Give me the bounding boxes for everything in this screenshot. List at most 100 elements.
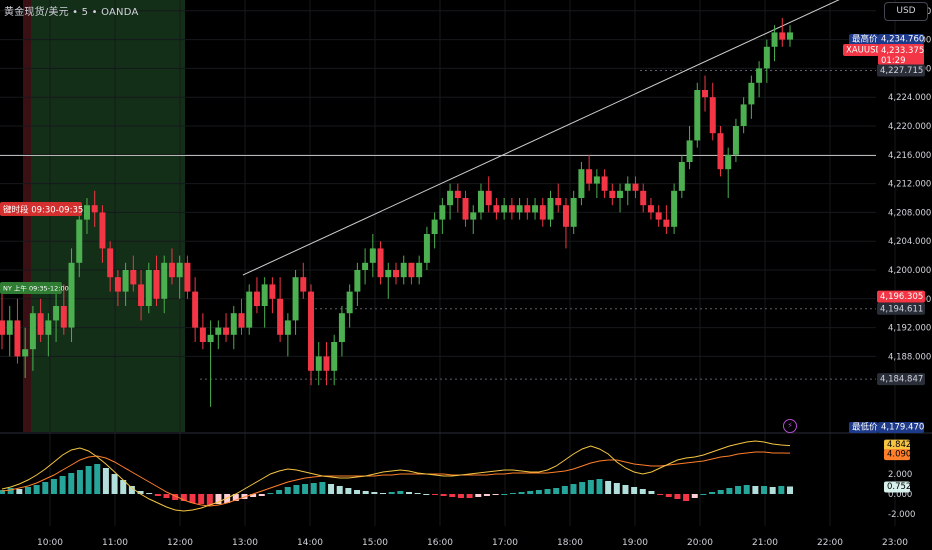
- candle-down: [508, 205, 515, 213]
- histogram-bar: [154, 494, 161, 496]
- candle-up: [477, 190, 484, 213]
- candle-up: [315, 356, 322, 371]
- price-axis-label: 4,216.000: [888, 151, 931, 161]
- histogram-bar: [561, 486, 568, 494]
- histogram-bar: [189, 494, 196, 503]
- candle-up: [385, 270, 392, 278]
- candle-down: [562, 205, 569, 227]
- histogram-bar: [622, 485, 629, 494]
- histogram-bar: [553, 488, 560, 494]
- candle-up: [400, 262, 407, 278]
- candle-up: [284, 320, 291, 335]
- macd-badge: 4.842: [887, 440, 911, 450]
- interval-label: 5: [81, 7, 89, 18]
- histogram-bar: [371, 492, 378, 494]
- candle-down: [717, 133, 724, 170]
- candle-down: [269, 284, 276, 299]
- price-axis-label: 4,220.000: [888, 122, 931, 132]
- histogram-bar: [24, 487, 31, 494]
- candle-down: [586, 169, 593, 184]
- candle-down: [0, 320, 5, 335]
- candle-down: [408, 262, 415, 278]
- candle-up: [338, 313, 345, 342]
- time-axis-label: 20:00: [687, 538, 713, 548]
- candle-down: [91, 205, 98, 213]
- candle-up: [593, 176, 600, 184]
- level-badge-low-bg: [877, 373, 925, 386]
- time-axis-label: 19:00: [622, 538, 648, 548]
- last-price: 4,233.375: [881, 46, 924, 56]
- indicator-axis-label: 0.000: [888, 490, 912, 500]
- candle-up: [732, 126, 739, 155]
- high-label-bg: [849, 34, 878, 45]
- price-axis-label: 4,224.000: [888, 93, 931, 103]
- histogram-bar: [657, 494, 664, 495]
- histogram-bar: [111, 474, 118, 494]
- currency-button[interactable]: USD: [884, 2, 928, 21]
- candle-up: [624, 183, 631, 191]
- candle-down: [168, 262, 175, 278]
- histogram-bar: [16, 489, 23, 494]
- candle-up: [369, 248, 376, 263]
- histogram-bar: [276, 490, 283, 494]
- histogram-bar: [50, 479, 57, 494]
- candle-up: [516, 205, 523, 213]
- candle-down: [647, 205, 654, 213]
- histogram-bar: [466, 494, 473, 498]
- candle-up: [53, 306, 60, 321]
- candle-up: [771, 32, 778, 47]
- indicator-axis-label: -2.000: [888, 510, 915, 520]
- histogram-bar: [137, 491, 144, 494]
- price-axis-label: 4,200.000: [888, 266, 931, 276]
- candle-up: [740, 104, 747, 126]
- histogram-bar: [709, 492, 716, 494]
- price-axis-label: 4,204.000: [888, 237, 931, 247]
- candle-down: [640, 190, 647, 206]
- histogram-bar: [735, 486, 742, 494]
- trend-line[interactable]: [242, 0, 846, 276]
- candle-up: [261, 284, 268, 306]
- histogram-bar: [527, 491, 534, 494]
- histogram-bar: [388, 492, 395, 494]
- histogram-bar: [172, 494, 179, 500]
- candle-down: [462, 198, 469, 220]
- histogram-bar: [648, 491, 655, 494]
- candle-up: [22, 349, 29, 357]
- candle-up: [246, 291, 253, 328]
- histogram-bar: [163, 494, 170, 498]
- time-axis-label: 14:00: [297, 538, 323, 548]
- candle-down: [253, 291, 260, 306]
- candle-down: [308, 291, 315, 371]
- histogram-bar: [579, 482, 586, 494]
- candle-down: [377, 248, 384, 278]
- candle-up: [83, 205, 90, 220]
- histogram-bar: [743, 485, 750, 494]
- histogram-bar: [639, 489, 646, 494]
- candle-down: [632, 183, 639, 191]
- histogram-bar: [535, 490, 542, 494]
- lightning-icon[interactable]: ⚡: [783, 419, 797, 433]
- candle-down: [702, 90, 709, 98]
- candle-down: [609, 190, 616, 198]
- high-value: 4,234.760: [881, 35, 924, 45]
- level-badge-last: 4,196.305: [880, 292, 923, 302]
- indicator-axis-label: 2.000: [888, 470, 912, 480]
- histogram-bar: [405, 492, 412, 494]
- time-axis-label: 21:00: [752, 538, 778, 548]
- level-badge-high: 4,227.715: [880, 66, 923, 76]
- histogram-bar: [284, 487, 291, 494]
- time-axis-label: 11:00: [102, 538, 128, 548]
- histogram-bar: [345, 488, 352, 494]
- price-axis-label: 4,212.000: [888, 180, 931, 190]
- histogram-bar: [778, 486, 785, 494]
- price-axis-label: 4,192.000: [888, 324, 931, 334]
- histogram-bar: [33, 485, 40, 494]
- macd-line: [1, 440, 791, 512]
- histogram-bar: [7, 488, 14, 494]
- candle-up: [122, 270, 129, 292]
- histogram-bar: [302, 484, 309, 494]
- low-value-bg: [878, 422, 924, 433]
- candle-down: [130, 270, 137, 285]
- symbol-header: 黄金现货/美元 • 5 • OANDA: [4, 3, 139, 18]
